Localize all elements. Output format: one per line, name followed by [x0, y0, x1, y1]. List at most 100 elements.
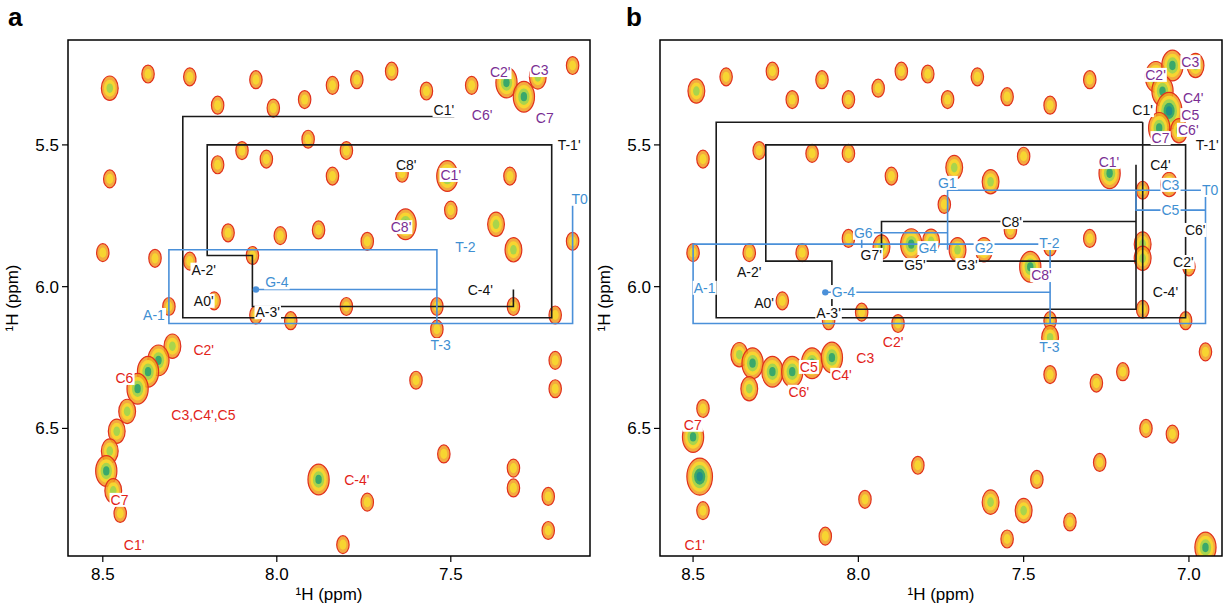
label-patch [1131, 103, 1154, 117]
assignment-label: C6 [114, 370, 134, 386]
y-tick [654, 144, 660, 145]
contour-level [542, 487, 554, 505]
y-tick-label: 6.0 [35, 278, 59, 297]
label-patch [467, 283, 494, 297]
contour-level [985, 494, 997, 511]
x-tick-label: 7.5 [439, 565, 463, 584]
peak [542, 521, 554, 539]
assignment-label: C6' [1184, 222, 1207, 238]
x-tick [858, 556, 859, 562]
assignment-label: C-4' [1152, 284, 1179, 300]
assignment-text: C5 [1181, 107, 1199, 123]
peak [438, 445, 450, 463]
contour-level [513, 81, 534, 112]
peak [142, 65, 154, 83]
y-tick-label: 5.5 [35, 136, 59, 155]
contour-level [697, 400, 709, 418]
plot-bg [660, 40, 1222, 556]
label-patch [860, 248, 883, 262]
contour-level [699, 403, 706, 413]
label-patch [736, 265, 762, 279]
peak [1090, 374, 1102, 392]
contour-level [941, 91, 953, 109]
contour-level [149, 249, 161, 267]
contour-level [764, 360, 780, 384]
peak [267, 99, 279, 117]
contour-level [1018, 502, 1030, 519]
x-tick-label: 8.5 [91, 565, 115, 584]
peak [1064, 513, 1076, 531]
contour-level [169, 341, 176, 351]
assignment-text: A0' [754, 295, 774, 311]
contour-level [151, 253, 158, 263]
contour-level [301, 94, 308, 104]
assignment-label: T-3 [430, 337, 452, 353]
contour-level [1140, 419, 1152, 437]
peak [842, 91, 854, 109]
contour-level [326, 167, 338, 185]
contour-level [769, 367, 775, 376]
contour-level [948, 159, 960, 176]
contour-level [97, 244, 109, 262]
label-patch [190, 263, 216, 277]
label-patch [1038, 340, 1060, 354]
assignment-text: C4' [1150, 157, 1171, 173]
contour-level [720, 68, 732, 86]
assignment-text: G1 [938, 175, 957, 191]
contour-level [787, 363, 798, 379]
assignment-text: C6' [1185, 222, 1206, 238]
peak [971, 68, 983, 86]
label-patch [430, 338, 452, 352]
assignment-text: C8' [396, 157, 417, 173]
contour-level [1199, 343, 1211, 361]
label-patch [395, 158, 418, 172]
peak [385, 62, 397, 80]
peak [796, 244, 808, 262]
assignment-label: T0 [570, 191, 589, 207]
label-patch [853, 226, 874, 240]
x-tick-label: 7.0 [1177, 565, 1201, 584]
contour-level [691, 83, 703, 100]
contour-level [361, 493, 373, 511]
assignment-text: C6 [115, 370, 133, 386]
assignment-text: C2' [883, 334, 904, 350]
panel: 8.58.07.55.56.06.5¹H (ppm)¹H (ppm)aC1'T-… [3, 2, 590, 604]
assignment-text: C7 [1152, 130, 1170, 146]
contour-level [1044, 96, 1056, 114]
assignment-label: C8' [1030, 267, 1053, 283]
contour-level [1090, 374, 1102, 392]
assignment-label: C1' [1131, 102, 1154, 118]
label-patch [440, 168, 463, 182]
contour-level [507, 459, 519, 477]
peak [505, 238, 522, 262]
contour-level [743, 380, 755, 397]
contour-level [982, 490, 999, 514]
assignment-label: C7 [535, 110, 555, 126]
contour-level [545, 491, 552, 501]
label-patch [799, 360, 819, 374]
peak [119, 399, 136, 423]
label-patch [1038, 236, 1060, 250]
contour-level [723, 72, 730, 82]
assignment-label: C1' [683, 537, 706, 553]
peak [819, 527, 831, 545]
contour-level [1004, 534, 1011, 544]
plot-bg [68, 40, 590, 556]
assignment-label: C1' [1098, 154, 1121, 170]
walk-line [693, 190, 1205, 323]
contour-level [749, 359, 755, 368]
contour-level [753, 142, 765, 160]
contour-level [549, 380, 561, 398]
assignment-label: T-2 [454, 239, 476, 255]
peak [312, 221, 324, 239]
x-tick [1188, 556, 1189, 562]
assignment-text: G4 [918, 240, 937, 256]
contour-level [1167, 57, 1178, 73]
contour-level [861, 494, 868, 504]
contour-level [106, 174, 113, 184]
contour-level [252, 75, 259, 85]
contour-level [134, 384, 140, 393]
assignment-text: C7 [536, 110, 554, 126]
contour-level [1066, 517, 1073, 527]
contour-level [1004, 92, 1011, 102]
